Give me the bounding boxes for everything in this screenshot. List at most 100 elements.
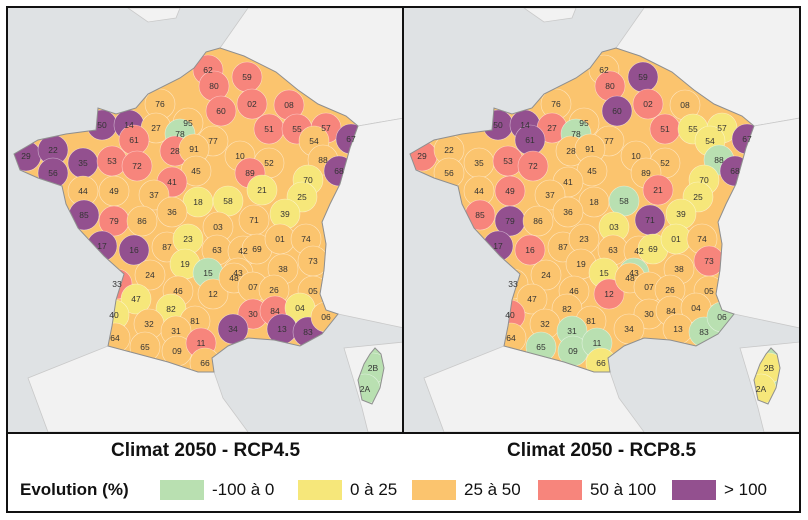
department-label: 65 — [536, 342, 546, 352]
department-label: 53 — [503, 156, 513, 166]
department-label: 80 — [209, 81, 219, 91]
department-label: 84 — [666, 306, 676, 316]
department-label: 37 — [149, 190, 159, 200]
department-label: 01 — [275, 234, 285, 244]
department-label: 36 — [563, 207, 573, 217]
department-label: 87 — [162, 242, 172, 252]
corsica-outline — [357, 347, 385, 405]
department-label: 63 — [608, 245, 618, 255]
department-label: 81 — [586, 316, 596, 326]
department-label: 19 — [180, 259, 190, 269]
map-title-rcp85: Climat 2050 - RCP8.5 — [506, 440, 697, 461]
department-label: 51 — [264, 124, 274, 134]
department-label: 37 — [545, 190, 555, 200]
department-label: 24 — [541, 270, 551, 280]
department-label: 39 — [280, 209, 290, 219]
department-label: 73 — [704, 256, 714, 266]
department-label: 31 — [567, 326, 577, 336]
department-label: 29 — [417, 151, 427, 161]
department-label: 70 — [699, 175, 709, 185]
department-label: 09 — [568, 346, 578, 356]
department-label: 26 — [665, 285, 675, 295]
department-label: 34 — [624, 324, 634, 334]
department-label: 70 — [303, 175, 313, 185]
legend-label: 50 à 100 — [590, 480, 657, 499]
department-label: 87 — [558, 242, 568, 252]
department-area — [197, 278, 229, 310]
department-label: 19 — [576, 259, 586, 269]
department-label: 46 — [569, 286, 579, 296]
department-label: 03 — [213, 222, 223, 232]
department-label: 12 — [604, 289, 614, 299]
department-label: 01 — [671, 234, 681, 244]
department-area — [126, 205, 158, 237]
department-label: 11 — [197, 338, 206, 348]
department-label: 74 — [301, 234, 311, 244]
department-label: 73 — [308, 256, 318, 266]
department-label: 61 — [129, 135, 139, 145]
department-label: 86 — [533, 216, 543, 226]
department-area — [601, 95, 633, 127]
department-label: 40 — [505, 310, 515, 320]
department-label: 83 — [699, 327, 709, 337]
department-label: 08 — [284, 100, 294, 110]
department-label: 53 — [107, 156, 117, 166]
department-area — [205, 95, 237, 127]
department-label: 72 — [132, 161, 142, 171]
department-label: 02 — [247, 99, 257, 109]
legend-label: 25 à 50 — [464, 480, 521, 499]
department-label: 56 — [444, 168, 454, 178]
department-label: 07 — [248, 282, 258, 292]
department-label: 48 — [625, 273, 635, 283]
department-label: 2B — [368, 363, 379, 373]
department-label: 41 — [167, 177, 177, 187]
department-label: 25 — [297, 192, 307, 202]
department-area — [530, 259, 562, 291]
department-label: 23 — [183, 234, 193, 244]
legend-swatch — [538, 480, 582, 500]
department-label: 10 — [631, 151, 641, 161]
department-label: 05 — [308, 286, 318, 296]
figure-frame: 62 59 80 02 08 76 60 50 14 27 95 78 77 51 55 57 67 54 29 22… — [6, 6, 801, 513]
legend-swatch — [298, 480, 342, 500]
department-label: 32 — [540, 319, 550, 329]
department-label: 54 — [309, 136, 319, 146]
department-label: 33 — [508, 279, 518, 289]
department-label: 45 — [191, 166, 201, 176]
department-label: 60 — [216, 106, 226, 116]
department-label: 05 — [704, 286, 714, 296]
department-label: 76 — [551, 99, 561, 109]
department-label: 49 — [505, 186, 515, 196]
department-label: 2A — [756, 384, 767, 394]
department-label: 42 — [634, 246, 644, 256]
department-label: 35 — [78, 158, 88, 168]
department-label: 10 — [235, 151, 245, 161]
department-label: 32 — [144, 319, 154, 329]
department-label: 57 — [321, 123, 331, 133]
department-label: 28 — [566, 146, 576, 156]
department-label: 69 — [648, 244, 658, 254]
department-label: 57 — [717, 123, 727, 133]
legend-label: -100 à 0 — [212, 480, 275, 499]
department-label: 45 — [587, 166, 597, 176]
department-label: 60 — [612, 106, 622, 116]
neighbor-land — [523, 8, 577, 23]
department-label: 82 — [562, 304, 572, 314]
department-label: 91 — [585, 144, 595, 154]
neighbor-land — [127, 8, 181, 23]
department-label: 74 — [697, 234, 707, 244]
department-label: 38 — [674, 264, 684, 274]
department-label: 21 — [257, 185, 267, 195]
department-area — [552, 196, 584, 228]
department-label: 47 — [131, 294, 141, 304]
department-label: 15 — [599, 268, 609, 278]
department-label: 17 — [97, 241, 107, 251]
department-label: 08 — [680, 100, 690, 110]
maps-row: 62 59 80 02 08 76 60 50 14 27 95 78 77 51 55 57 67 54 29 22… — [8, 8, 799, 434]
department-label: 15 — [203, 268, 213, 278]
department-label: 17 — [493, 241, 503, 251]
department-label: 30 — [644, 309, 654, 319]
department-label: 42 — [238, 246, 248, 256]
department-label: 56 — [48, 168, 58, 178]
